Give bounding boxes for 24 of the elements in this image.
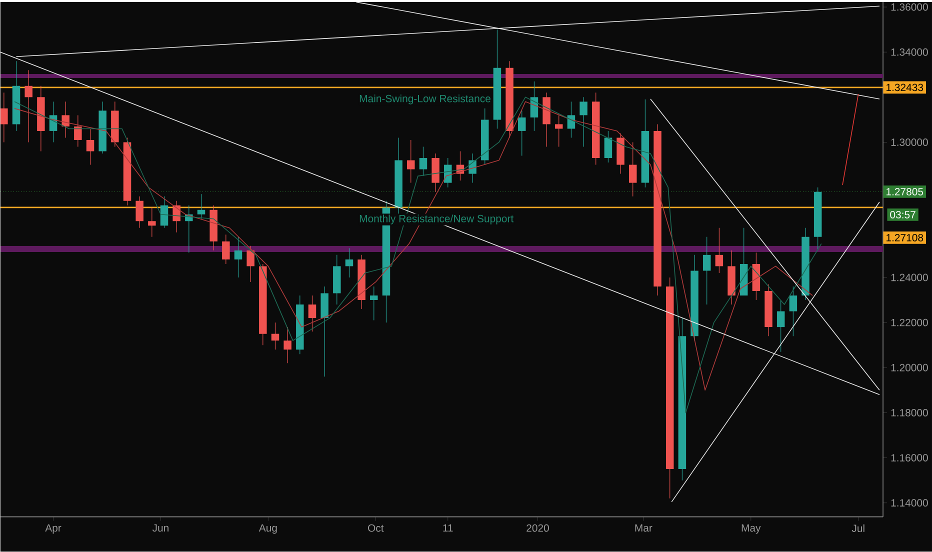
x-tick-label: Aug bbox=[258, 524, 277, 534]
x-tick-label: Jul bbox=[852, 524, 864, 532]
y-tick-label: 1.30000 bbox=[891, 138, 928, 146]
y-tick-label: 1.24000 bbox=[891, 274, 928, 282]
y-tick-label: 1.20000 bbox=[891, 364, 928, 372]
text: 03:57 bbox=[890, 211, 916, 219]
x-tick-label: 11 bbox=[443, 524, 453, 532]
x-tick-label: May bbox=[742, 524, 761, 534]
ref-line-label: 1.32433 bbox=[886, 84, 924, 92]
y-tick-label: 1.36000 bbox=[891, 3, 928, 11]
y-tick-label: 1.14000 bbox=[891, 499, 928, 507]
ref-line-label: 1.27108 bbox=[886, 234, 924, 242]
ref-line-label: 1.27805 bbox=[886, 188, 924, 196]
y-tick-label: 1.18000 bbox=[891, 409, 928, 416]
x-tick-label: Mar bbox=[635, 524, 652, 532]
annotation: Monthly Resistance/New Support bbox=[360, 214, 514, 224]
x-tick-label: Jun bbox=[152, 524, 168, 532]
y-tick-label: 1.34000 bbox=[891, 48, 928, 56]
x-tick-label: Apr bbox=[45, 524, 62, 534]
x-tick-label: Oct bbox=[368, 524, 384, 532]
x-tick-label: 2020 bbox=[526, 524, 549, 532]
annotation: Main-Swing-Low Resistance bbox=[360, 94, 490, 104]
y-tick-label: 1.16000 bbox=[891, 454, 928, 462]
y-tick-label: 1.22000 bbox=[891, 318, 928, 326]
